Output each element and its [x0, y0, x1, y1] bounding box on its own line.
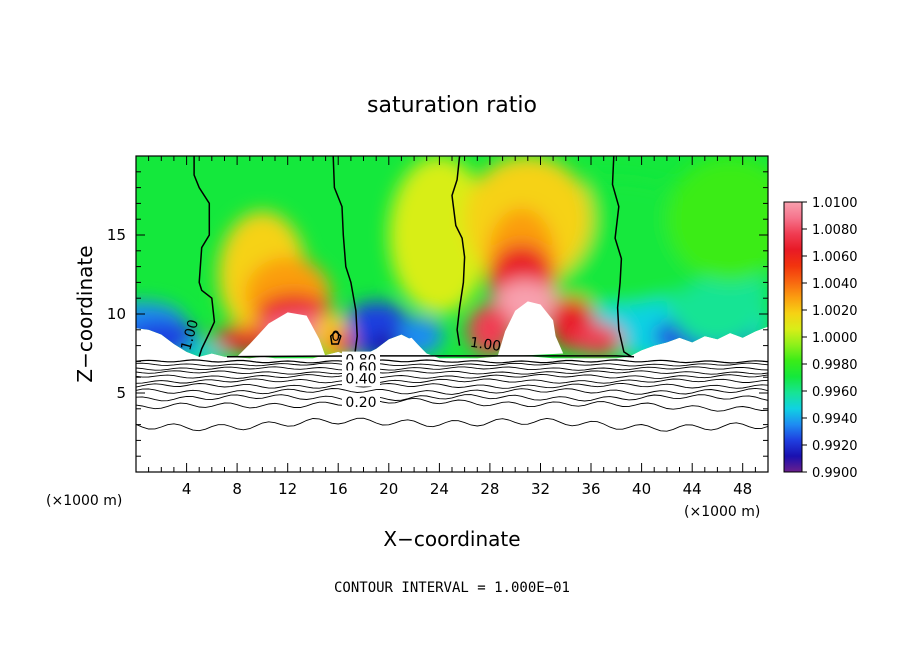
x-tick-label: 20: [379, 480, 398, 498]
x-axis-label: X−coordinate: [383, 527, 520, 551]
contour-layer: [136, 362, 768, 367]
contour-layer: [136, 417, 768, 432]
x-tick-label: 36: [581, 480, 600, 498]
contour-1.00: [332, 156, 358, 356]
x-tick-label: 12: [278, 480, 297, 498]
y-axis: 5 10 15: [107, 171, 768, 457]
y-axis-label: Z−coordinate: [73, 245, 97, 382]
contour-label: 0.40: [345, 372, 376, 388]
colorbar: 1.0100 1.0080 1.0060 1.0040 1.0020 1.0000 0.99…: [783, 196, 858, 481]
field-blob: [328, 331, 354, 354]
gap-region: [497, 301, 564, 357]
colorbar-label: 1.0060: [812, 250, 858, 265]
x-tick-label: 8: [232, 480, 242, 498]
contour-1.00: [451, 156, 466, 346]
contour-label: 1.00: [178, 318, 202, 352]
colorbar-label: 0.9960: [812, 385, 858, 400]
contour-1.00: [193, 156, 216, 357]
colorbar-label: 1.0040: [812, 277, 858, 292]
field-blobs: [136, 156, 768, 359]
x-tick-label: 24: [430, 480, 449, 498]
saturation-field: [136, 156, 768, 359]
y-tick-label: 5: [116, 384, 126, 402]
x-axis: 4 8 12 16 20 24 28 32 36 40 44 48: [148, 156, 756, 498]
x-tick-label: 48: [733, 480, 752, 498]
contour-lines: [136, 156, 768, 432]
contour-layer: [136, 378, 768, 384]
contour-layer: [136, 370, 768, 375]
subsaturated-gaps: [237, 301, 564, 357]
contour-1.00: [226, 355, 635, 358]
y-tick-label: 15: [107, 226, 126, 244]
y-tick-label: 10: [107, 305, 126, 323]
x-tick-label: 16: [329, 480, 348, 498]
field-blob: [572, 323, 623, 356]
colorbar-label: 1.0000: [812, 331, 858, 346]
x-tick-label: 32: [531, 480, 550, 498]
colorbar-scale: [784, 202, 802, 472]
colorbar-label: 1.0080: [812, 223, 858, 238]
colorbar-ticks: 1.0100 1.0080 1.0060 1.0040 1.0020 1.0000 0.99…: [802, 196, 858, 481]
chart-title: saturation ratio: [367, 93, 537, 118]
x-tick-label: 40: [632, 480, 651, 498]
x-unit-right: (×1000 m): [684, 504, 760, 520]
contour-label-bg: [342, 370, 380, 387]
contour-label: 0.20: [345, 395, 376, 411]
contour-label: 0: [331, 329, 340, 345]
field-blob: [666, 156, 768, 283]
contour-1.00: [329, 330, 342, 345]
colorbar-label: 0.9920: [812, 439, 858, 454]
contour-layer: [136, 394, 768, 402]
field-blob: [388, 156, 490, 314]
contour-interval-note: CONTOUR INTERVAL = 1.000E−01: [334, 580, 570, 596]
contour-layer: [136, 373, 768, 379]
contour-label-bg: [342, 394, 380, 411]
colorbar-label: 0.9900: [812, 466, 858, 481]
contour-layer: [136, 382, 768, 389]
gap-region: [237, 312, 326, 357]
colorbar-frame: [783, 201, 803, 473]
contour-1.00: [611, 156, 632, 358]
field-blob: [467, 304, 513, 356]
x-tick-label: 4: [182, 480, 192, 498]
x-tick-label: 44: [683, 480, 702, 498]
gap-region: [383, 337, 427, 357]
colorbar-label: 1.0100: [812, 196, 858, 211]
colorbar-label: 0.9940: [812, 412, 858, 427]
contour-layer: [136, 359, 768, 364]
x-unit-left: (×1000 m): [46, 493, 122, 509]
contour-label: 1.00: [469, 335, 502, 355]
contour-layer: [136, 366, 768, 371]
x-tick-label: 28: [480, 480, 499, 498]
colorbar-label: 0.9980: [812, 358, 858, 373]
contour-layer: [136, 387, 768, 395]
contour-layer: [136, 397, 768, 412]
colorbar-label: 1.0020: [812, 304, 858, 319]
